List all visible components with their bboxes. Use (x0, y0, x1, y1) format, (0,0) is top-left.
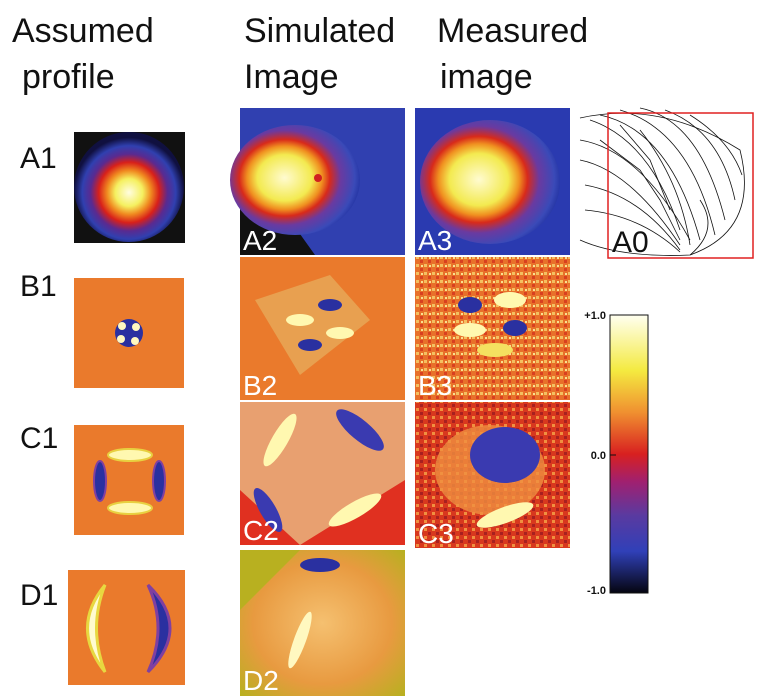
panel-label: A1 (20, 142, 57, 175)
column-header: profile (22, 58, 115, 96)
colorbar-label: -1.0 (587, 585, 606, 597)
panel-c1 (74, 425, 184, 535)
column-header: Simulated (244, 12, 395, 50)
panel-label: A0 (612, 226, 649, 259)
panel-label: A2 (243, 225, 277, 256)
panel-label: C3 (418, 518, 454, 549)
colorbar-label: 0.0 (591, 450, 606, 462)
panel-label: D1 (20, 579, 58, 612)
panel-label: D2 (243, 665, 279, 696)
panel-a1 (74, 132, 185, 243)
figure: Assumed profile Simulated Image Measured… (0, 0, 758, 696)
panel-label: B3 (418, 370, 452, 401)
panel-label: C1 (20, 422, 58, 455)
panel-label: B2 (243, 370, 277, 401)
panel-label: C2 (243, 515, 279, 546)
column-header: Measured (437, 12, 588, 50)
panel-label: A3 (418, 225, 452, 256)
panel-d1 (68, 570, 185, 685)
panel-b1 (74, 278, 184, 388)
colorbar (610, 315, 648, 593)
panel-label: B1 (20, 270, 57, 303)
mesh-panel (580, 108, 753, 258)
column-header: Assumed (12, 12, 154, 50)
colorbar-label: +1.0 (584, 310, 606, 322)
column-header: image (440, 58, 533, 96)
column-header: Image (244, 58, 339, 96)
